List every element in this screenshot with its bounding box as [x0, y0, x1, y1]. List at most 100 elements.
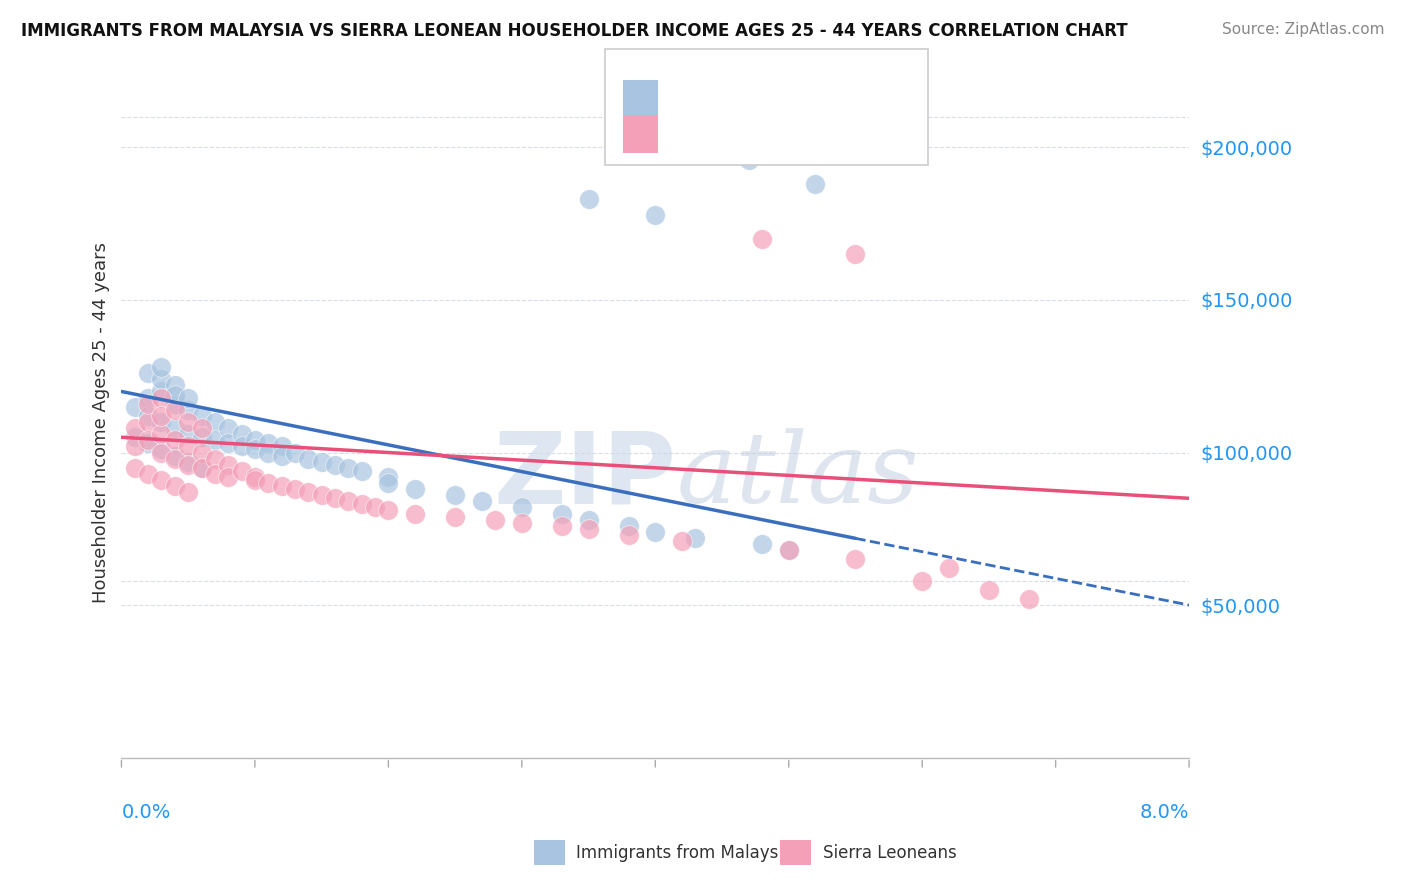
- Point: [377, 476, 399, 491]
- Point: [136, 391, 159, 405]
- Point: [124, 421, 146, 435]
- Point: [163, 397, 186, 411]
- Point: [231, 464, 253, 478]
- Point: [551, 507, 574, 521]
- Point: [150, 372, 173, 386]
- Point: [177, 427, 200, 442]
- Point: [243, 470, 266, 484]
- Text: IMMIGRANTS FROM MALAYSIA VS SIERRA LEONEAN HOUSEHOLDER INCOME AGES 25 - 44 YEARS: IMMIGRANTS FROM MALAYSIA VS SIERRA LEONE…: [21, 22, 1128, 40]
- Text: R =: R =: [668, 125, 707, 143]
- Point: [231, 439, 253, 453]
- Point: [136, 415, 159, 429]
- Point: [190, 421, 212, 435]
- Point: [404, 482, 426, 496]
- Point: [778, 543, 800, 558]
- Point: [911, 574, 934, 588]
- Text: atlas: atlas: [676, 428, 920, 524]
- Point: [150, 473, 173, 487]
- Point: [257, 436, 280, 450]
- Point: [297, 485, 319, 500]
- Text: Source: ZipAtlas.com: Source: ZipAtlas.com: [1222, 22, 1385, 37]
- Point: [377, 503, 399, 517]
- Point: [284, 445, 307, 459]
- Point: [217, 436, 239, 450]
- Point: [1018, 592, 1040, 607]
- Point: [243, 442, 266, 457]
- Point: [778, 543, 800, 558]
- Point: [124, 460, 146, 475]
- Point: [685, 531, 707, 545]
- Point: [163, 421, 186, 435]
- Text: -0.341: -0.341: [693, 89, 758, 107]
- Text: 58: 58: [799, 89, 824, 107]
- Point: [190, 445, 212, 459]
- Point: [190, 460, 212, 475]
- Point: [150, 445, 173, 459]
- Point: [323, 458, 346, 472]
- Point: [163, 451, 186, 466]
- Point: [124, 400, 146, 414]
- Text: Sierra Leoneans: Sierra Leoneans: [823, 844, 956, 862]
- Point: [150, 415, 173, 429]
- Point: [243, 434, 266, 448]
- Point: [617, 528, 640, 542]
- Point: [804, 177, 827, 191]
- Point: [751, 537, 773, 551]
- Text: R =: R =: [668, 89, 707, 107]
- Point: [751, 232, 773, 246]
- Point: [163, 402, 186, 417]
- Point: [284, 482, 307, 496]
- Point: [270, 449, 292, 463]
- Point: [578, 192, 600, 206]
- Point: [136, 434, 159, 448]
- Point: [578, 522, 600, 536]
- Point: [217, 421, 239, 435]
- Point: [404, 507, 426, 521]
- Text: 56: 56: [799, 125, 824, 143]
- Point: [163, 479, 186, 493]
- Point: [136, 409, 159, 423]
- Point: [204, 434, 226, 448]
- Point: [190, 460, 212, 475]
- Point: [124, 439, 146, 453]
- Point: [644, 207, 666, 221]
- Point: [644, 524, 666, 539]
- Point: [510, 500, 533, 515]
- Point: [217, 458, 239, 472]
- Point: [257, 445, 280, 459]
- Point: [163, 449, 186, 463]
- Point: [578, 513, 600, 527]
- Point: [257, 476, 280, 491]
- Point: [177, 439, 200, 453]
- Point: [671, 534, 693, 549]
- Point: [150, 427, 173, 442]
- Point: [177, 415, 200, 429]
- Point: [243, 473, 266, 487]
- Point: [364, 500, 387, 515]
- Point: [204, 451, 226, 466]
- Point: [150, 442, 173, 457]
- Point: [136, 397, 159, 411]
- Point: [510, 516, 533, 530]
- Point: [231, 427, 253, 442]
- Point: [311, 488, 333, 502]
- Point: [938, 561, 960, 575]
- Text: ZIP: ZIP: [494, 427, 676, 524]
- Point: [190, 409, 212, 423]
- Point: [124, 430, 146, 444]
- Point: [270, 479, 292, 493]
- Point: [337, 494, 360, 508]
- Point: [150, 409, 173, 423]
- Text: 0.0%: 0.0%: [121, 804, 170, 822]
- Point: [190, 430, 212, 444]
- Point: [337, 460, 360, 475]
- Point: [136, 366, 159, 380]
- Point: [844, 552, 866, 566]
- Point: [323, 491, 346, 506]
- Text: N =: N =: [773, 89, 813, 107]
- Point: [737, 153, 759, 167]
- Y-axis label: Householder Income Ages 25 - 44 years: Householder Income Ages 25 - 44 years: [93, 242, 110, 602]
- Point: [617, 518, 640, 533]
- Text: Immigrants from Malaysia: Immigrants from Malaysia: [576, 844, 793, 862]
- Point: [136, 436, 159, 450]
